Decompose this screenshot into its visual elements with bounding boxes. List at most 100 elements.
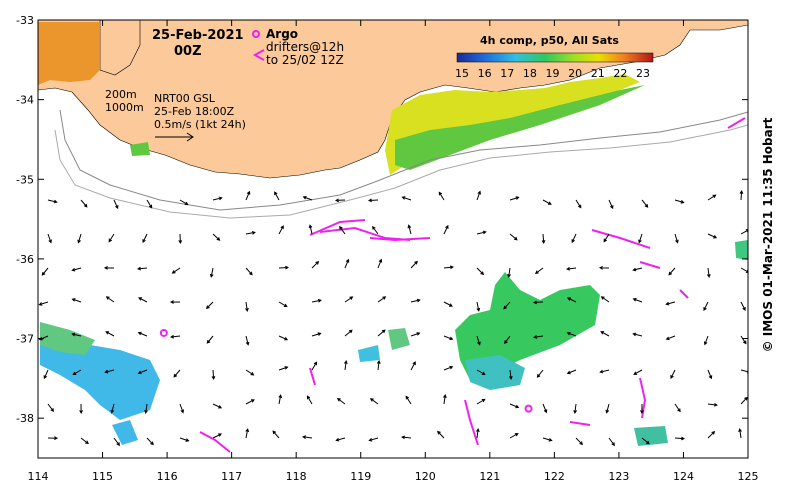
current-arrow — [104, 369, 115, 374]
current-arrow — [137, 331, 148, 337]
current-arrow — [179, 437, 190, 442]
colorbar-tick-label: 20 — [568, 67, 582, 80]
lon-tick-label: 120 — [415, 470, 436, 483]
current-arrow — [534, 267, 544, 274]
current-arrow — [443, 335, 454, 341]
argo-legend-marker — [252, 30, 260, 38]
current-arrow — [443, 394, 447, 405]
current-arrow — [599, 369, 610, 374]
current-arrow — [245, 230, 256, 235]
current-arrow — [608, 199, 614, 210]
current-arrow — [71, 332, 82, 337]
current-arrow — [632, 297, 643, 303]
sst-patch-nw-green — [130, 142, 150, 156]
current-arrow — [738, 428, 742, 439]
current-arrow — [245, 399, 255, 405]
current-arrow — [503, 301, 511, 310]
current-arrow — [573, 403, 578, 414]
lon-tick-label: 119 — [350, 470, 371, 483]
current-arrow — [245, 267, 253, 276]
current-arrow — [536, 369, 544, 378]
lon-tick-label: 114 — [28, 470, 49, 483]
contour-1000m-label: 1000m — [105, 101, 144, 114]
current-arrow — [178, 233, 183, 245]
current-arrow — [169, 300, 181, 304]
current-arrow — [600, 296, 610, 303]
argo-label: Argo — [266, 27, 299, 41]
current-arrow — [533, 335, 544, 339]
current-arrow — [476, 398, 486, 405]
current-arrow — [575, 437, 584, 446]
sst-patch-mid-green — [388, 328, 410, 350]
current-arrow — [245, 301, 249, 312]
colorbar-tick-label: 18 — [523, 67, 537, 80]
current-arrow — [598, 265, 610, 270]
current-arrow — [443, 265, 454, 270]
current-arrow — [336, 398, 346, 405]
current-arrow — [665, 335, 676, 341]
current-arrow — [278, 301, 288, 308]
current-arrow — [209, 267, 214, 278]
current-arrow — [344, 258, 350, 269]
current-arrow — [605, 403, 610, 414]
current-arrow — [372, 225, 379, 235]
current-arrow — [274, 191, 280, 201]
current-arrow — [368, 437, 379, 442]
current-arrow — [532, 300, 544, 305]
current-arrow — [674, 199, 685, 204]
current-arrow — [707, 194, 717, 201]
scale-arrow — [155, 132, 194, 142]
current-arrow — [476, 369, 486, 375]
current-arrow — [245, 190, 251, 201]
contour-200m — [59, 109, 748, 211]
current-arrow — [245, 335, 250, 346]
current-arrow — [706, 267, 711, 278]
current-arrow — [703, 335, 709, 346]
current-arrow — [740, 396, 748, 405]
sst-patch-se — [634, 426, 668, 446]
current-arrow — [567, 297, 577, 303]
current-arrow — [212, 233, 221, 241]
colorbar-tick-label: 21 — [591, 67, 605, 80]
current-arrow — [179, 199, 189, 206]
sst-patch-albany-green — [395, 85, 645, 170]
current-arrow — [566, 331, 577, 337]
current-arrow — [410, 298, 421, 303]
current-arrow — [410, 361, 416, 371]
current-arrow — [707, 430, 716, 439]
current-arrow — [173, 369, 181, 378]
current-arrow — [311, 361, 318, 371]
current-arrow — [740, 301, 746, 311]
drifter-tracks — [199, 117, 746, 453]
current-arrow — [640, 403, 644, 415]
current-arrow — [407, 224, 412, 235]
drifters-label: drifters@12h — [266, 40, 345, 54]
current-arrow — [377, 329, 386, 337]
current-arrow — [401, 435, 412, 440]
current-arrow — [377, 296, 387, 303]
current-arrow — [302, 435, 313, 439]
current-arrow — [170, 334, 181, 339]
current-arrow — [542, 403, 548, 414]
current-arrow — [668, 267, 676, 276]
current-arrow — [509, 433, 519, 439]
current-arrow — [80, 437, 89, 445]
current-arrow — [38, 301, 49, 306]
current-arrow — [566, 369, 577, 375]
lat-tick-label: -36 — [16, 253, 34, 266]
current-arrow — [476, 428, 480, 439]
current-arrow — [740, 335, 747, 345]
product-time: 25-Feb 18:00Z — [154, 105, 235, 118]
current-arrow — [438, 191, 445, 201]
current-arrow — [142, 233, 148, 244]
current-arrow — [476, 230, 487, 235]
current-arrow — [703, 301, 709, 311]
lon-tick-label: 121 — [479, 470, 500, 483]
colorbar-tick-label: 22 — [613, 67, 627, 80]
sst-patch-mid-small — [358, 345, 380, 362]
current-arrow — [476, 190, 481, 201]
lon-axis: 114 115 116 117 118 119 120 121 122 123 124 125 — [28, 20, 759, 483]
colorbar-tick-label: 17 — [500, 67, 514, 80]
product-scale: 0.5m/s (1kt 24h) — [154, 118, 246, 131]
